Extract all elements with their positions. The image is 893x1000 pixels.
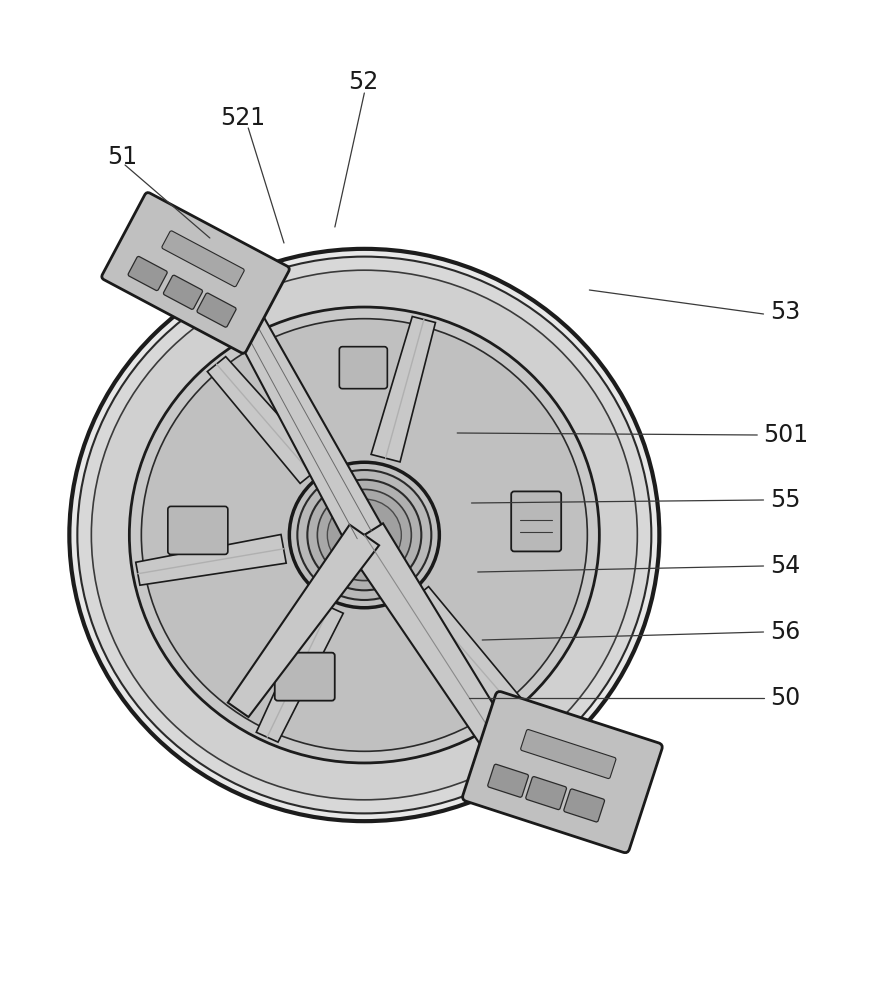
Text: 53: 53 <box>770 300 800 324</box>
Text: 50: 50 <box>770 686 800 710</box>
Ellipse shape <box>141 319 588 751</box>
Ellipse shape <box>129 307 599 763</box>
Ellipse shape <box>289 462 439 608</box>
Ellipse shape <box>70 249 659 821</box>
Text: 56: 56 <box>770 620 800 644</box>
Ellipse shape <box>78 257 651 813</box>
Text: 51: 51 <box>107 145 138 169</box>
FancyBboxPatch shape <box>275 653 335 701</box>
FancyBboxPatch shape <box>488 764 529 797</box>
FancyBboxPatch shape <box>162 231 244 287</box>
Text: 54: 54 <box>770 554 800 578</box>
Polygon shape <box>346 523 521 765</box>
FancyBboxPatch shape <box>563 789 605 822</box>
FancyBboxPatch shape <box>163 275 203 309</box>
Ellipse shape <box>317 489 412 581</box>
Polygon shape <box>371 316 436 462</box>
Polygon shape <box>136 534 286 585</box>
Polygon shape <box>228 525 380 717</box>
FancyBboxPatch shape <box>197 293 236 327</box>
Ellipse shape <box>496 747 520 767</box>
Ellipse shape <box>297 470 431 600</box>
FancyBboxPatch shape <box>521 730 616 779</box>
Ellipse shape <box>91 270 638 800</box>
Text: 501: 501 <box>764 423 809 447</box>
Polygon shape <box>216 283 382 544</box>
Text: 55: 55 <box>770 488 800 512</box>
FancyBboxPatch shape <box>102 193 289 353</box>
Text: 521: 521 <box>221 106 266 130</box>
Ellipse shape <box>220 282 241 300</box>
FancyBboxPatch shape <box>511 491 561 551</box>
FancyBboxPatch shape <box>339 347 388 389</box>
Ellipse shape <box>307 480 421 590</box>
Polygon shape <box>256 601 343 742</box>
FancyBboxPatch shape <box>128 256 167 291</box>
Text: 52: 52 <box>348 70 379 94</box>
FancyBboxPatch shape <box>463 692 663 853</box>
FancyBboxPatch shape <box>168 506 228 554</box>
FancyBboxPatch shape <box>526 777 566 810</box>
Ellipse shape <box>357 529 371 541</box>
Polygon shape <box>207 357 323 483</box>
Polygon shape <box>405 587 522 713</box>
Ellipse shape <box>328 499 401 571</box>
